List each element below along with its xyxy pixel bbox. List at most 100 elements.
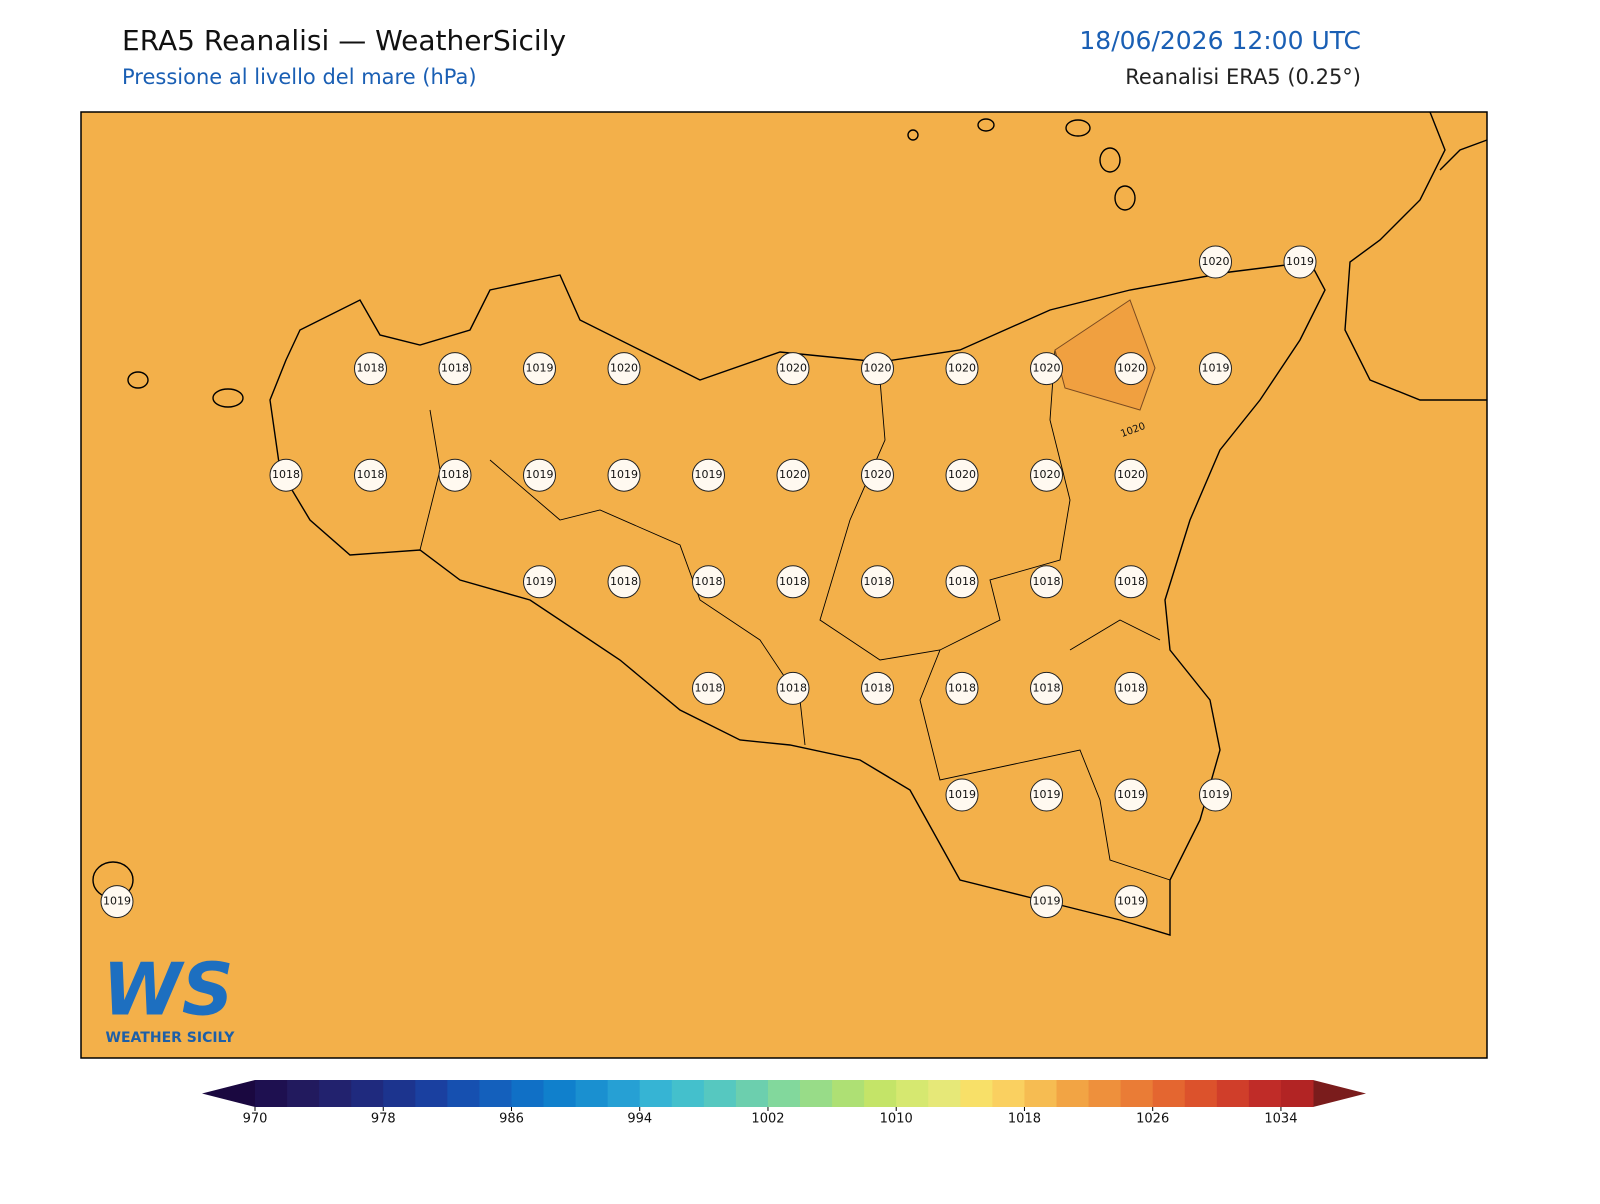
station-marker (1199, 778, 1232, 812)
station-value: 1018 (610, 575, 638, 588)
station-marker (354, 458, 387, 492)
station-marker (438, 458, 472, 492)
station-marker (692, 458, 725, 492)
station-value: 1019 (526, 575, 554, 588)
colorbar-segment (1056, 1080, 1090, 1107)
logo-text: WEATHER SICILY (106, 1030, 236, 1046)
station-value: 1019 (1033, 788, 1061, 801)
station-value: 1018 (864, 575, 892, 588)
station-value: 1019 (610, 468, 638, 481)
station-marker (269, 458, 303, 492)
station-marker (776, 458, 810, 492)
colorbar-segment (703, 1080, 737, 1107)
station-value: 1018 (1033, 681, 1061, 694)
colorbar-segment (864, 1080, 897, 1107)
colorbar-segment (287, 1080, 320, 1107)
station-value: 1020 (779, 362, 807, 375)
station-marker (1114, 565, 1148, 599)
colorbar-segment (800, 1080, 833, 1107)
station-marker (1114, 458, 1148, 492)
colorbar-segment (1280, 1080, 1314, 1107)
stations: 1020 1019 1018 1018 1019 1020 1020 1020 1020 1020… (100, 245, 1317, 919)
colorbar-segment (1248, 1080, 1282, 1107)
colorbar-segment (639, 1080, 673, 1107)
sicily-coast (269, 261, 1326, 936)
station-marker (945, 778, 979, 812)
station-value: 1018 (1117, 681, 1145, 694)
station-marker (100, 885, 134, 919)
colorbar: 970 978 986 994 1002 1010 1018 1026 1034 (202, 1080, 1366, 1127)
colorbar-segment (351, 1080, 384, 1107)
station-value: 1018 (695, 575, 723, 588)
station-value: 1018 (948, 681, 976, 694)
station-value: 1019 (1117, 895, 1145, 908)
station-value: 1019 (1286, 255, 1314, 268)
colorbar-segment (832, 1080, 865, 1107)
station-marker (945, 565, 979, 599)
station-value: 1019 (526, 468, 554, 481)
colorbar-segment (383, 1080, 416, 1107)
station-value: 1020 (1033, 468, 1061, 481)
station-marker (861, 352, 894, 386)
colorbar-tick-label: 1034 (1264, 1112, 1297, 1127)
station-marker (607, 458, 641, 492)
colorbar-segment (767, 1080, 801, 1107)
source: Reanalisi ERA5 (0.25°) (1125, 65, 1361, 89)
station-marker (861, 565, 894, 599)
station-marker (1030, 458, 1063, 492)
station-value: 1020 (948, 362, 976, 375)
station-marker (1030, 352, 1063, 386)
station-value: 1020 (864, 468, 892, 481)
colorbar-segment (319, 1080, 352, 1107)
colorbar-tick-label: 970 (243, 1112, 268, 1127)
colorbar-segment (543, 1080, 577, 1107)
colorbar-segment (896, 1080, 929, 1107)
station-marker (607, 565, 641, 599)
station-marker (523, 352, 556, 386)
colorbar-segment (1216, 1080, 1250, 1107)
colorbar-segment (735, 1080, 769, 1107)
coastlines (92, 111, 1488, 936)
colorbar-segment (1088, 1080, 1122, 1107)
station-value: 1020 (610, 362, 638, 375)
station-marker (945, 671, 979, 705)
colorbar-tick-label: 994 (627, 1112, 652, 1127)
station-marker (1114, 778, 1148, 812)
station-marker (1114, 885, 1148, 919)
colorbar-segment (607, 1080, 641, 1107)
station-marker (945, 458, 979, 492)
colorbar-segment (479, 1080, 512, 1107)
station-marker (607, 352, 641, 386)
station-value: 1018 (864, 681, 892, 694)
station-marker (776, 352, 810, 386)
colorbar-over (1313, 1080, 1366, 1107)
station-marker (1030, 778, 1063, 812)
colorbar-segment (928, 1080, 961, 1107)
colorbar-segment (575, 1080, 609, 1107)
station-marker (1199, 245, 1232, 279)
station-value: 1020 (1117, 468, 1145, 481)
station-value: 1019 (948, 788, 976, 801)
colorbar-segment (1152, 1080, 1186, 1107)
station-value: 1019 (526, 362, 554, 375)
colorbar-tick-label: 1002 (751, 1112, 784, 1127)
station-value: 1019 (1202, 362, 1230, 375)
colorbar-segment (1024, 1080, 1058, 1107)
colorbar-segment (415, 1080, 448, 1107)
station-value: 1018 (441, 468, 469, 481)
station-marker (776, 565, 810, 599)
station-marker (438, 352, 472, 386)
station-value: 1020 (1117, 362, 1145, 375)
station-value: 1019 (695, 468, 723, 481)
colorbar-tick-label: 986 (499, 1112, 524, 1127)
colorbar-segment (447, 1080, 480, 1107)
station-value: 1018 (1117, 575, 1145, 588)
station-value: 1018 (779, 681, 807, 694)
colorbar-segment (1120, 1080, 1154, 1107)
title: ERA5 Reanalisi — WeatherSicily (122, 24, 566, 57)
station-marker (1114, 352, 1148, 386)
logo-mark: WS (102, 948, 233, 1032)
colorbar-under (202, 1080, 255, 1107)
station-value: 1020 (948, 468, 976, 481)
